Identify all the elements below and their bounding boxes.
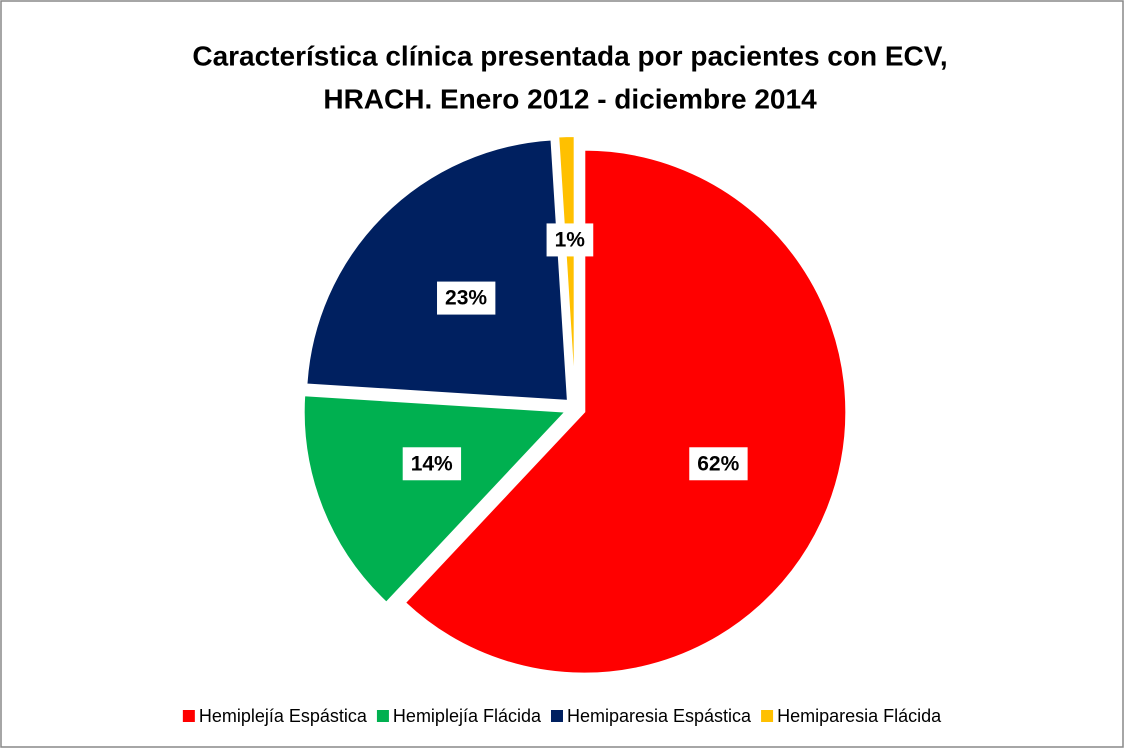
chart-title: HRACH. Enero 2012 - diciembre 2014 [323,83,817,114]
data-label-box [437,281,496,315]
data-label-box [546,223,594,257]
pie-slice [302,394,568,605]
pie-slice [305,138,569,402]
legend-swatch [550,710,563,722]
chart-title: Característica clínica presentada por pa… [192,40,947,71]
legend-label: Hemiplejía Flácida [393,706,542,726]
data-label-text: 1% [555,228,586,251]
legend: Hemiplejía Espástica Hemiplejía Flácida He… [182,706,942,726]
legend-swatch [182,710,195,722]
legend-label: Hemiparesia Espástica [567,706,752,726]
data-label: 1% [546,223,594,257]
pie-slice [557,135,576,399]
data-label-box [689,447,748,481]
data-label-text: 62% [697,452,739,475]
data-label-text: 14% [411,452,453,475]
data-label: 62% [689,447,748,481]
data-label-box [402,447,462,481]
legend-swatch [376,710,389,722]
legend-label: Hemiplejía Espástica [199,706,368,726]
data-label: 23% [437,281,496,315]
data-label: 14% [402,447,462,481]
data-label-text: 23% [445,287,487,310]
legend-label: Hemiparesia Flácida [777,706,942,726]
pie-slice [403,148,848,675]
legend-swatch [761,710,774,722]
